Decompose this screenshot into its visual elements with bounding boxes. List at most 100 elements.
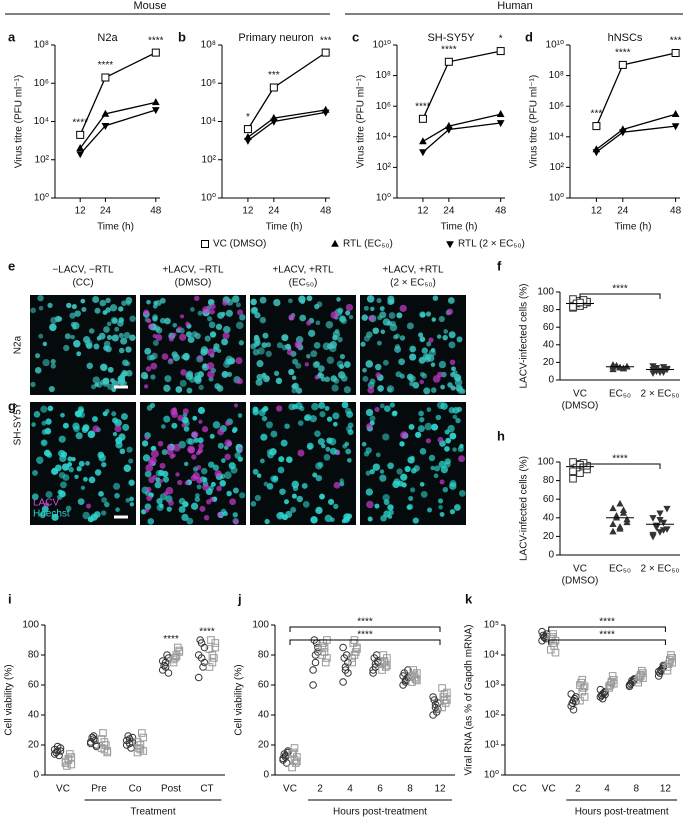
nucleus xyxy=(344,407,352,415)
nucleus xyxy=(33,410,41,418)
marker xyxy=(659,527,668,534)
infected-cell xyxy=(177,326,183,332)
infected-cell xyxy=(177,414,184,422)
nucleus xyxy=(348,314,354,320)
x-tick-sublabel: (DMSO) xyxy=(562,576,599,587)
nucleus xyxy=(54,315,62,323)
column-header: (CC) xyxy=(72,278,93,289)
nucleus xyxy=(452,447,457,452)
x-tick-label: 4 xyxy=(347,784,353,795)
nucleus xyxy=(389,323,398,332)
nucleus xyxy=(332,334,338,341)
nucleus xyxy=(427,507,433,513)
infected-cell xyxy=(432,375,441,383)
nucleus xyxy=(347,458,352,463)
infected-cell xyxy=(367,386,375,394)
nucleus xyxy=(447,297,455,304)
nucleus xyxy=(152,316,158,322)
marker xyxy=(269,118,278,126)
y-tick-label: 10⁶ xyxy=(34,78,49,89)
nucleus xyxy=(299,314,307,322)
infected-cell xyxy=(368,315,375,322)
x-tick-label: 8 xyxy=(633,784,639,795)
nucleus xyxy=(120,372,126,379)
marker xyxy=(440,690,449,698)
y-tick-label: 10⁰ xyxy=(549,193,564,204)
marker xyxy=(320,643,329,652)
marker xyxy=(609,679,618,688)
marker xyxy=(419,137,427,145)
marker xyxy=(211,639,220,647)
marker xyxy=(151,107,160,115)
panel-letter: j xyxy=(237,591,242,606)
nucleus xyxy=(449,509,456,515)
x-tick-label: EC₅₀ xyxy=(609,564,631,575)
nucleus xyxy=(34,353,41,359)
significance: **** xyxy=(357,617,373,628)
nucleus xyxy=(342,443,348,449)
marker xyxy=(434,705,442,713)
infected-cell xyxy=(171,410,179,418)
chart-title: Primary neuron xyxy=(238,32,313,44)
nucleus xyxy=(221,371,229,378)
nucleus xyxy=(232,487,239,494)
nucleus xyxy=(164,375,172,383)
marker xyxy=(634,678,643,687)
nucleus xyxy=(58,471,66,479)
nucleus xyxy=(296,495,303,503)
nucleus xyxy=(449,432,457,440)
nucleus xyxy=(276,342,283,349)
panel-letter: k xyxy=(465,591,473,606)
infected-cell xyxy=(165,486,174,495)
marker xyxy=(321,109,330,117)
nucleus xyxy=(161,470,169,478)
nucleus xyxy=(291,375,297,381)
nucleus xyxy=(92,295,100,303)
nucleus xyxy=(163,415,171,423)
infected-cell xyxy=(399,304,407,313)
marker xyxy=(656,669,664,677)
marker xyxy=(596,685,605,694)
nucleus xyxy=(129,334,136,342)
infected-cell xyxy=(92,425,100,433)
nucleus xyxy=(451,366,456,372)
marker xyxy=(164,669,173,677)
nucleus xyxy=(224,471,232,480)
nucleus xyxy=(273,298,281,307)
nucleus xyxy=(212,464,219,471)
legend-label: RTL (2 × EC₅₀) xyxy=(458,239,525,250)
nucleus xyxy=(317,365,325,373)
x-tick-label: 24 xyxy=(268,206,280,217)
nucleus xyxy=(161,424,166,429)
nucleus xyxy=(90,384,97,390)
nucleus xyxy=(194,332,201,340)
marker xyxy=(89,732,98,740)
nucleus xyxy=(196,484,202,490)
x-tick-label: 12 xyxy=(417,206,429,217)
nucleus xyxy=(115,507,120,512)
nucleus xyxy=(399,373,405,379)
nucleus xyxy=(77,498,85,506)
infected-cell xyxy=(330,311,339,319)
x-tick-label: 48 xyxy=(495,206,507,217)
nucleus xyxy=(261,342,268,349)
nucleus xyxy=(324,405,330,411)
marker xyxy=(289,748,298,757)
y-tick-label: 40 xyxy=(543,339,555,350)
nucleus xyxy=(288,368,295,376)
nucleus xyxy=(277,466,285,474)
marker xyxy=(101,73,110,82)
infected-cell xyxy=(224,453,231,461)
nucleus xyxy=(370,306,375,312)
infected-cell xyxy=(306,320,312,326)
marker xyxy=(151,98,160,106)
x-tick-label: 2 × EC₅₀ xyxy=(640,564,679,575)
nucleus xyxy=(110,316,118,325)
y-tick-label: 10⁴ xyxy=(201,116,216,127)
nucleus xyxy=(62,422,69,429)
x-tick-label: Pre xyxy=(91,784,107,795)
infected-cell xyxy=(419,379,425,385)
nucleus xyxy=(336,297,341,302)
nucleus xyxy=(129,502,135,507)
nucleus xyxy=(437,498,444,504)
